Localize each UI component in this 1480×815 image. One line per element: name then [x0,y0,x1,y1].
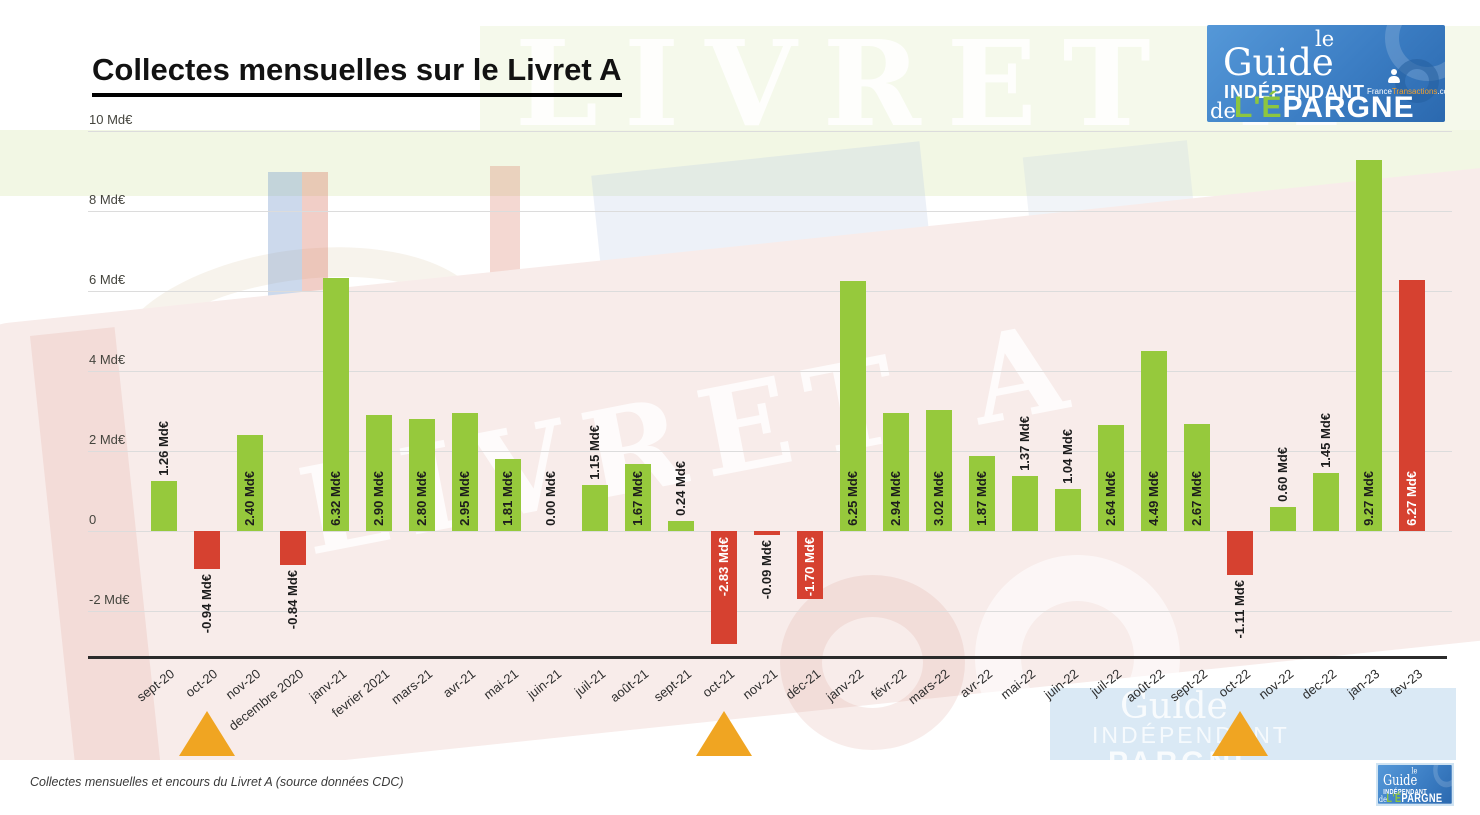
y-tick-label: 0 [89,512,97,527]
bar-value-label: 2.80 Md€ [414,471,430,526]
bar-value-label: 2.64 Md€ [1103,471,1119,526]
bar-value-label: 3.02 Md€ [930,471,946,526]
bar-value-label: -0.84 Md€ [285,569,301,629]
bar-value-label: 2.95 Md€ [457,471,473,526]
rate-change-marker-icon [695,711,752,756]
bar-value-label: 1.37 Md€ [1017,416,1032,472]
logo-word-guide: Guide [1223,41,1334,84]
gridline [88,131,1452,132]
bar-value-label: 0.24 Md€ [672,461,688,517]
logo-circle-decoration [1433,765,1452,788]
bar-value-label: 1.67 Md€ [629,471,645,526]
bar-value-label: 2.94 Md€ [887,471,903,526]
logo-word-guide: Guide [1382,771,1418,789]
x-axis-line [88,656,1447,659]
bar-value-label: 1.81 Md€ [500,471,516,526]
bar-value-label: 2.90 Md€ [371,471,387,526]
gridline [88,371,1452,372]
bar-value-label: 0.00 Md€ [543,471,559,526]
bar-value-label: -0.09 Md€ [758,539,774,599]
bar-value-label: 0.60 Md€ [1275,447,1291,502]
bar-decembre 2020[interactable] [280,531,307,565]
gridline [88,291,1452,292]
bar-oct-20[interactable] [194,531,221,569]
bar-value-label: 1.04 Md€ [1060,429,1076,485]
bar-juil-21[interactable] [581,485,608,531]
gridline [88,211,1452,212]
logo-word-epargne: L'ÉPARGNE [1386,791,1443,804]
bar-value-label: 1.45 Md€ [1318,413,1334,468]
footer-brand-logo[interactable]: le Guide INDÉPENDANT de L'ÉPARGNE [1376,763,1454,806]
brand-logo[interactable]: le Guide INDÉPENDANT FranceTransactions.… [1207,25,1445,122]
y-tick-label: 10 Md€ [89,112,133,127]
y-tick-label: 2 Md€ [89,432,126,447]
y-tick-label: 4 Md€ [89,352,126,367]
page-title: Collectes mensuelles sur le Livret A [92,52,622,97]
rate-change-marker-icon [179,711,236,756]
bar-oct-22[interactable] [1227,531,1254,576]
bar-value-label: 6.27 Md€ [1404,471,1420,526]
bar-value-label: -1.11 Md€ [1232,580,1248,639]
bar-sept-20[interactable] [151,480,177,531]
person-icon [1387,69,1401,83]
bar-sept-21[interactable] [667,521,694,531]
bar-value-label: 4.49 Md€ [1146,471,1162,526]
bar-value-label: 1.15 Md€ [586,425,602,480]
bar-mai-22[interactable] [1012,476,1038,531]
bar-nov-22[interactable] [1270,507,1297,531]
logo-word-epargne: L'ÉPARGNE [1234,91,1415,122]
bar-value-label: 2.40 Md€ [242,471,258,526]
logo-word-de: de [1210,99,1236,122]
bar-value-label: 1.26 Md€ [156,420,171,476]
rate-change-marker-icon [1212,711,1269,756]
bar-dec-22[interactable] [1313,473,1340,531]
y-tick-label: 8 Md€ [89,192,126,207]
bar-value-label: -2.83 Md€ [715,537,731,597]
gridline [88,451,1452,452]
chart-source-caption: Collectes mensuelles et encours du Livre… [30,775,404,789]
y-tick-label: -2 Md€ [89,592,130,607]
bar-value-label: 6.32 Md€ [328,471,344,526]
bar-juin-22[interactable] [1055,489,1082,531]
bar-value-label: 9.27 Md€ [1361,471,1377,526]
bar-value-label: -0.94 Md€ [199,573,215,633]
bar-nov-21[interactable] [753,531,780,535]
bar-value-label: 2.67 Md€ [1189,471,1205,526]
bar-value-label: 1.87 Md€ [973,471,989,526]
bar-value-label: -1.70 Md€ [801,537,817,597]
y-tick-label: 6 Md€ [89,272,126,287]
bar-value-label: 6.25 Md€ [844,471,860,526]
